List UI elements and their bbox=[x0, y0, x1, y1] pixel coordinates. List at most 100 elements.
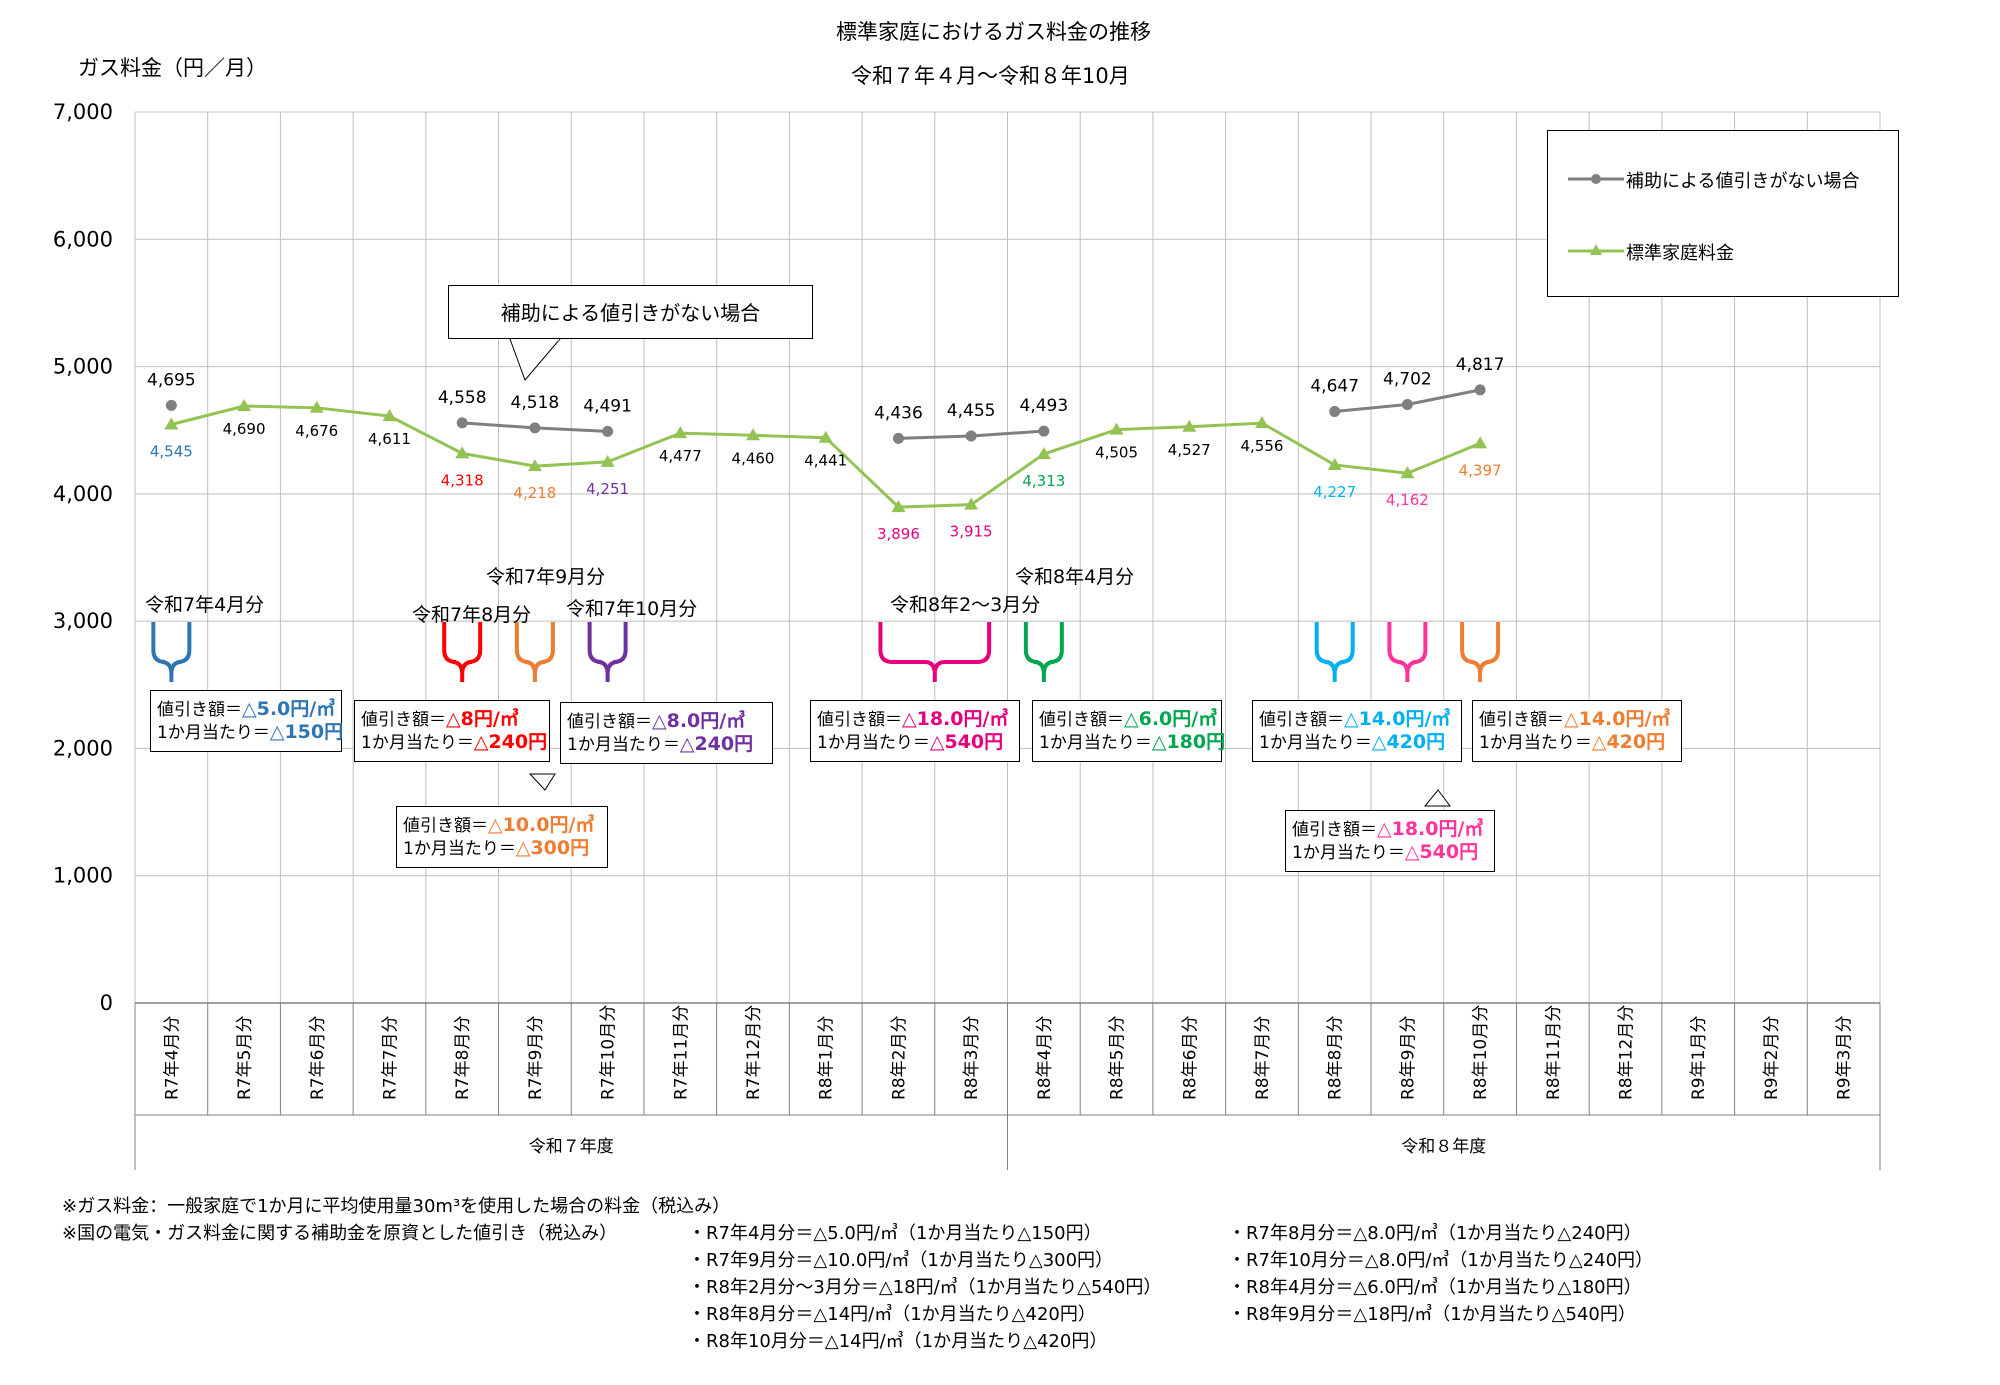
y-tick-label: 4,000 bbox=[53, 482, 113, 506]
data-point-no-subsidy bbox=[965, 430, 977, 442]
discount-period-label: 令和7年9月分 bbox=[486, 566, 606, 588]
data-point-no-subsidy bbox=[1474, 384, 1486, 396]
legend-label-standard: 標準家庭料金 bbox=[1626, 243, 1734, 264]
data-label-no-subsidy: 4,493 bbox=[1020, 396, 1069, 416]
data-point-no-subsidy bbox=[1038, 425, 1050, 437]
x-tick-label: R7年9月分 bbox=[526, 1016, 546, 1100]
discount-month-row: 1か月当たり＝△240円 bbox=[361, 731, 547, 754]
data-point-standard bbox=[455, 446, 470, 459]
box-pointer bbox=[528, 773, 556, 791]
data-point-standard bbox=[1327, 457, 1342, 470]
note-item: ・R7年4月分＝△5.0円/㎥（1か月当たり△150円） bbox=[688, 1223, 1102, 1244]
note-item: ・R7年9月分＝△10.0円/㎥（1か月当たり△300円） bbox=[688, 1250, 1114, 1271]
y-tick-label: 1,000 bbox=[53, 864, 113, 888]
discount-rate-row: 値引き額＝△18.0円/㎥ bbox=[817, 708, 1013, 731]
discount-month-row: 1か月当たり＝△300円 bbox=[403, 837, 601, 860]
data-point-standard bbox=[1400, 466, 1415, 479]
discount-box: 値引き額＝△10.0円/㎥ 1か月当たり＝△300円 bbox=[396, 806, 608, 868]
discount-month-value: △150円 bbox=[269, 721, 344, 743]
note-item: ・R7年10月分＝△8.0円/㎥（1か月当たり△240円） bbox=[1228, 1250, 1654, 1271]
y-tick-label: 5,000 bbox=[53, 355, 113, 379]
discount-period-label: 令和8年4月分 bbox=[1015, 566, 1135, 588]
data-label-standard: 4,218 bbox=[513, 484, 556, 502]
discount-rate-value: △6.0円/㎥ bbox=[1124, 708, 1218, 730]
discount-rate-row: 値引き額＝△5.0円/㎥ bbox=[157, 698, 335, 721]
note-item: ・R8年9月分＝△18円/㎥（1か月当たり△540円） bbox=[1228, 1304, 1636, 1325]
data-point-no-subsidy bbox=[529, 422, 541, 434]
x-tick-label: R7年10月分 bbox=[599, 1005, 619, 1100]
x-tick-label: R8年5月分 bbox=[1108, 1016, 1128, 1100]
data-point-standard bbox=[527, 459, 542, 472]
discount-rate-row: 値引き額＝△8.0円/㎥ bbox=[567, 710, 766, 733]
discount-rate-value: △8.0円/㎥ bbox=[652, 710, 746, 732]
y-tick-label: 2,000 bbox=[53, 736, 113, 760]
data-label-standard: 4,690 bbox=[223, 420, 266, 438]
data-label-standard: 4,318 bbox=[441, 471, 484, 489]
callout-no-subsidy: 補助による値引きがない場合 bbox=[448, 285, 813, 339]
discount-rate-row: 値引き額＝△14.0円/㎥ bbox=[1479, 708, 1675, 731]
data-label-standard: 4,556 bbox=[1241, 437, 1284, 455]
data-point-standard bbox=[1109, 422, 1124, 435]
discount-month-prefix: 1か月当たり＝ bbox=[403, 839, 516, 859]
data-point-standard bbox=[818, 430, 833, 443]
discount-rate-row: 値引き額＝△8円/㎥ bbox=[361, 708, 543, 731]
discount-month-row: 1か月当たり＝△420円 bbox=[1259, 731, 1455, 754]
discount-month-row: 1か月当たり＝△420円 bbox=[1479, 731, 1675, 754]
y-tick-label: 0 bbox=[100, 991, 113, 1015]
data-label-no-subsidy: 4,455 bbox=[947, 401, 996, 421]
discount-box: 値引き額＝△8円/㎥ 1か月当たり＝△240円 bbox=[354, 700, 550, 762]
x-tick-label: R7年11月分 bbox=[671, 1005, 691, 1100]
discount-month-row: 1か月当たり＝△540円 bbox=[817, 731, 1013, 754]
discount-rate-prefix: 値引き額＝ bbox=[1039, 710, 1124, 730]
legend-marker-no-subsidy bbox=[1568, 174, 1624, 184]
data-point-no-subsidy bbox=[602, 425, 614, 437]
discount-month-prefix: 1か月当たり＝ bbox=[157, 723, 270, 743]
discount-period-label: 令和8年2～3月分 bbox=[890, 594, 1041, 616]
discount-box: 値引き額＝△8.0円/㎥ 1か月当たり＝△240円 bbox=[560, 702, 773, 764]
data-point-no-subsidy bbox=[1329, 406, 1341, 418]
data-label-no-subsidy: 4,695 bbox=[147, 370, 196, 390]
discount-box: 値引き額＝△6.0円/㎥ 1か月当たり＝△180円 bbox=[1032, 700, 1225, 762]
x-tick-label: R8年12月分 bbox=[1617, 1005, 1637, 1100]
data-label-no-subsidy: 4,518 bbox=[511, 393, 560, 413]
discount-month-row: 1か月当たり＝△180円 bbox=[1039, 731, 1225, 754]
discount-month-value: △540円 bbox=[929, 731, 1004, 753]
data-label-standard: 4,313 bbox=[1022, 472, 1065, 490]
data-label-standard: 4,527 bbox=[1168, 441, 1211, 459]
data-label-standard: 3,915 bbox=[950, 523, 993, 541]
discount-rate-value: △18.0円/㎥ bbox=[902, 708, 1009, 730]
data-label-no-subsidy: 4,817 bbox=[1456, 355, 1505, 375]
discount-rate-value: △5.0円/㎥ bbox=[242, 698, 336, 720]
discount-month-row: 1か月当たり＝△150円 bbox=[157, 721, 343, 744]
y-tick-label: 7,000 bbox=[53, 100, 113, 124]
discount-brace bbox=[878, 622, 992, 682]
discount-brace bbox=[442, 622, 483, 682]
x-tick-label: R9年2月分 bbox=[1762, 1016, 1782, 1100]
discount-box: 値引き額＝△18.0円/㎥ 1か月当たり＝△540円 bbox=[1285, 810, 1495, 872]
data-label-standard: 4,162 bbox=[1386, 491, 1429, 509]
discount-brace bbox=[1387, 622, 1428, 682]
discount-brace bbox=[1314, 622, 1355, 682]
chart-title: 標準家庭におけるガス料金の推移 bbox=[836, 20, 1151, 44]
discount-box: 値引き額＝△5.0円/㎥ 1か月当たり＝△150円 bbox=[150, 690, 343, 752]
note-item: ・R8年4月分＝△6.0円/㎥（1か月当たり△180円） bbox=[1228, 1277, 1642, 1298]
y-axis-label: ガス料金（円／月） bbox=[78, 56, 267, 80]
data-point-standard bbox=[600, 454, 615, 467]
data-point-standard bbox=[1254, 416, 1269, 429]
data-point-standard bbox=[1182, 419, 1197, 432]
discount-rate-prefix: 値引き額＝ bbox=[1292, 820, 1377, 840]
discount-rate-value: △10.0円/㎥ bbox=[488, 814, 595, 836]
data-point-standard bbox=[746, 428, 761, 441]
data-label-standard: 4,545 bbox=[150, 442, 193, 460]
note-item: ・R7年8月分＝△8.0円/㎥（1か月当たり△240円） bbox=[1228, 1223, 1642, 1244]
note-item: ・R8年2月分～3月分＝△18円/㎥（1か月当たり△540円） bbox=[688, 1277, 1162, 1298]
discount-rate-row: 値引き額＝△14.0円/㎥ bbox=[1259, 708, 1455, 731]
x-tick-label: R8年1月分 bbox=[817, 1016, 837, 1100]
note-items-left: ・R7年4月分＝△5.0円/㎥（1か月当たり△150円） ・R7年9月分＝△10… bbox=[688, 1220, 1161, 1355]
fiscal-year-label: 令和８年度 bbox=[1401, 1137, 1486, 1157]
data-point-standard bbox=[164, 417, 179, 430]
discount-box: 値引き額＝△14.0円/㎥ 1か月当たり＝△420円 bbox=[1252, 700, 1462, 762]
discount-month-value: △300円 bbox=[515, 837, 590, 859]
data-point-standard bbox=[237, 399, 252, 412]
discount-month-prefix: 1か月当たり＝ bbox=[1479, 733, 1592, 753]
